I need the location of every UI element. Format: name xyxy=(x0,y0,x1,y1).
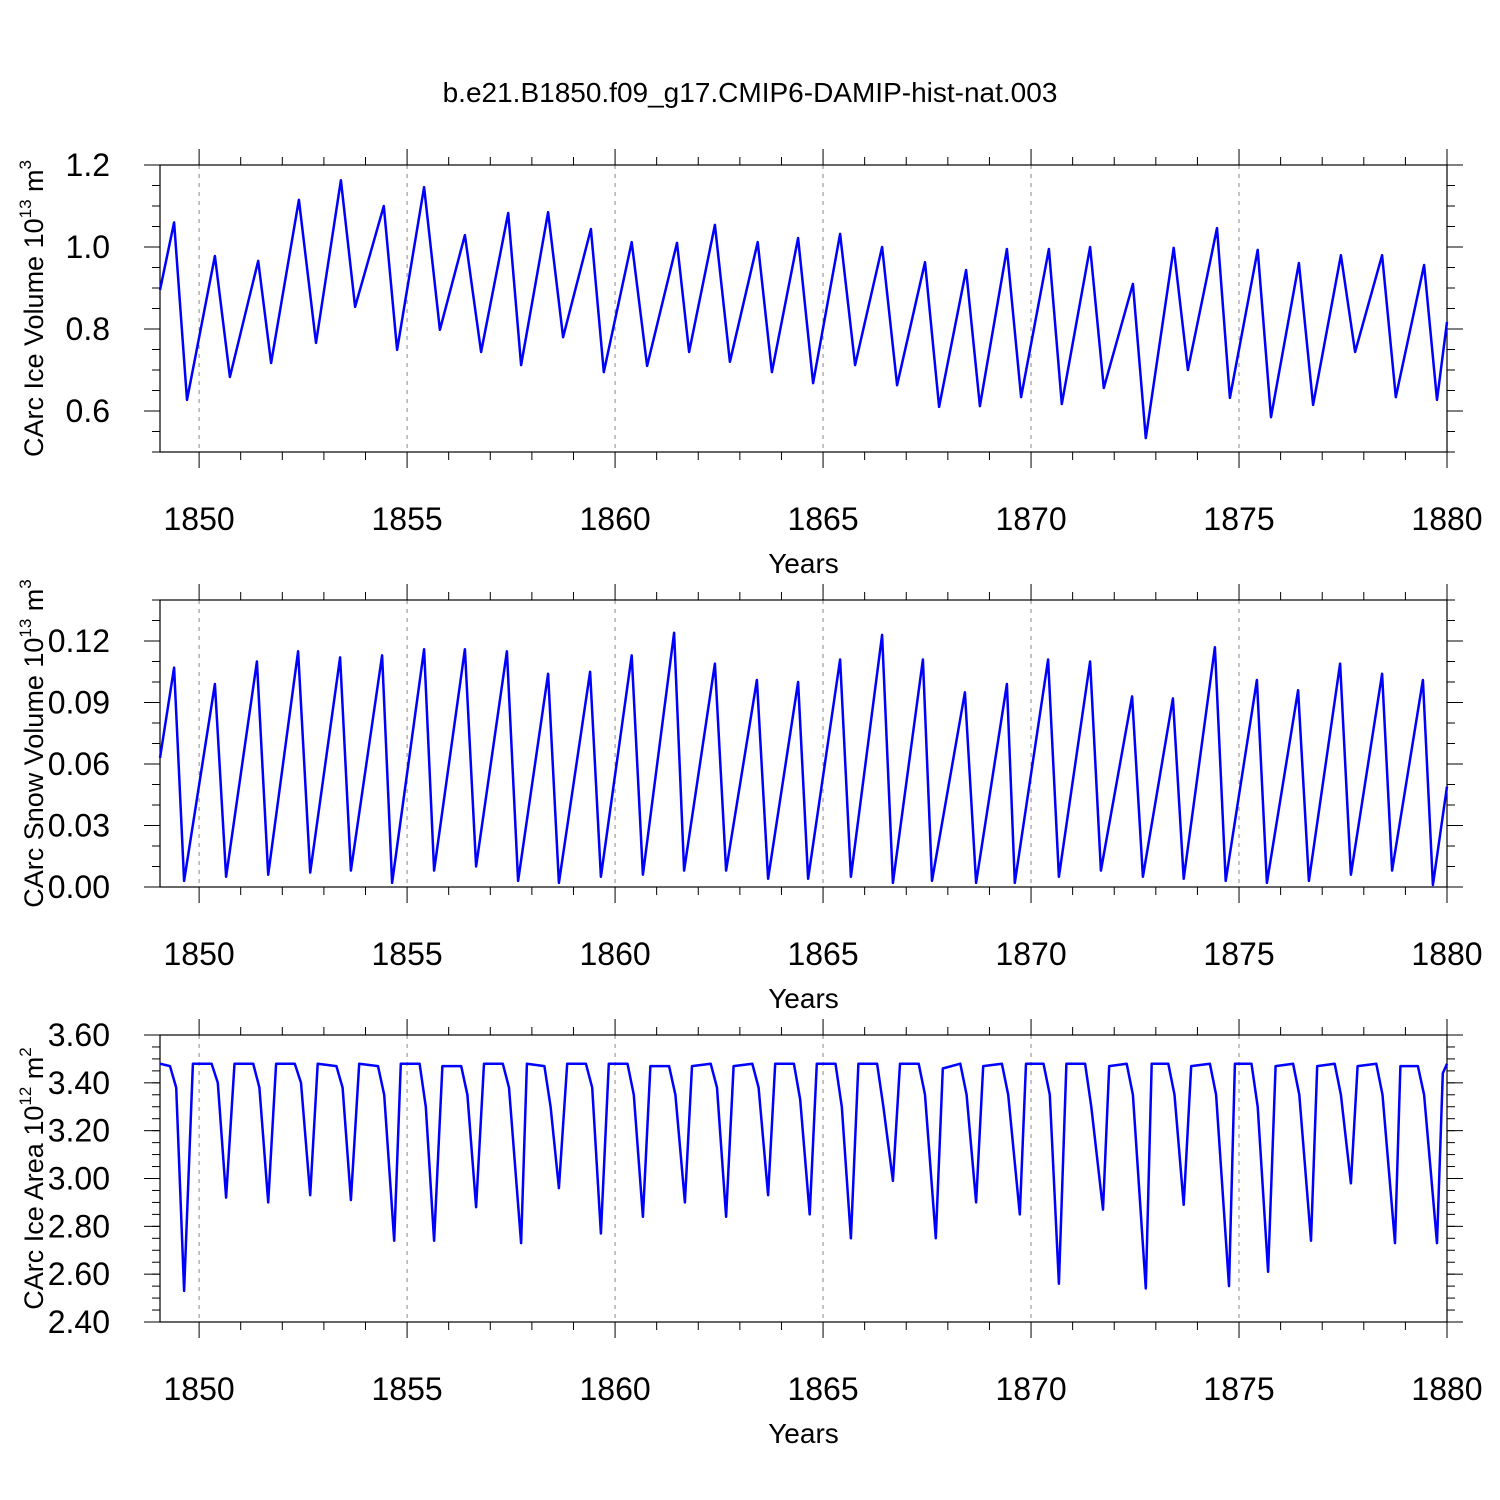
y-axis-label-superscript: 3 xyxy=(16,579,35,588)
y-tick-label: 0.09 xyxy=(48,685,110,721)
y-axis-label-text: CArc Snow Volume 10 xyxy=(19,638,49,908)
x-tick-label: 1860 xyxy=(579,501,650,537)
x-axis-label: Years xyxy=(768,1418,839,1449)
y-axis-label-text: m xyxy=(19,169,49,199)
y-axis-label-text: m xyxy=(19,589,49,619)
x-tick-label: 1870 xyxy=(995,936,1066,972)
x-tick-label: 1875 xyxy=(1203,501,1274,537)
y-axis-label-superscript: 12 xyxy=(16,1087,35,1106)
x-tick-label: 1880 xyxy=(1411,1371,1482,1407)
x-tick-label: 1870 xyxy=(995,501,1066,537)
y-tick-label: 0.8 xyxy=(66,311,110,347)
x-tick-label: 1860 xyxy=(579,936,650,972)
plot-frame xyxy=(159,1034,1448,1323)
y-axis-label-superscript: 13 xyxy=(16,619,35,638)
y-tick-label: 1.2 xyxy=(66,147,110,183)
y-axis-label-superscript: 3 xyxy=(16,160,35,169)
y-tick-label: 2.80 xyxy=(48,1208,110,1244)
x-tick-label: 1880 xyxy=(1411,936,1482,972)
x-tick-label: 1875 xyxy=(1203,1371,1274,1407)
y-axis-label: CArc Ice Area 1012 m2 xyxy=(16,1047,49,1310)
x-tick-label: 1875 xyxy=(1203,936,1274,972)
x-axis-label: Years xyxy=(768,983,839,1014)
x-tick-label: 1850 xyxy=(164,501,235,537)
y-tick-label: 0.6 xyxy=(66,393,110,429)
y-tick-label: 3.60 xyxy=(48,1017,110,1053)
x-tick-label: 1865 xyxy=(787,936,858,972)
y-tick-label: 3.20 xyxy=(48,1113,110,1149)
y-axis-label-text: m xyxy=(19,1057,49,1087)
y-axis-label: CArc Ice Volume 1013 m3 xyxy=(16,160,49,457)
x-tick-label: 1855 xyxy=(371,1371,442,1407)
panel-ice-volume: 0.6 0.8 1.0 1.2 1850 1855 1860 1865 1870 1875 1880… xyxy=(16,147,1483,579)
y-axis-label: CArc Snow Volume 1013 m3 xyxy=(16,579,49,908)
x-tick-label: 1860 xyxy=(579,1371,650,1407)
plot-frame xyxy=(159,599,1448,888)
panel-snow-volume: 0.00 0.03 0.06 0.09 0.12 1850 1855 1860 1865 1870… xyxy=(16,579,1483,1014)
y-tick-label: 2.40 xyxy=(48,1304,110,1340)
x-tick-label: 1865 xyxy=(787,501,858,537)
y-tick-label: 0.00 xyxy=(48,869,110,905)
panel-ice-area: 2.40 2.60 2.80 3.00 3.20 3.40 3.60 1850 1855 1860… xyxy=(16,1017,1483,1449)
x-tick-label: 1855 xyxy=(371,501,442,537)
y-tick-label: 0.12 xyxy=(48,623,110,659)
x-tick-label: 1850 xyxy=(164,1371,235,1407)
x-tick-label: 1855 xyxy=(371,936,442,972)
y-tick-label: 2.60 xyxy=(48,1256,110,1292)
series-line-ice-volume xyxy=(158,178,1449,440)
y-tick-label: 0.06 xyxy=(48,746,110,782)
chart-title: b.e21.B1850.f09_g17.CMIP6-DAMIP-hist-nat… xyxy=(443,77,1058,108)
y-tick-label: 3.00 xyxy=(48,1161,110,1197)
y-axis-label-text: CArc Ice Area 10 xyxy=(19,1106,49,1310)
x-axis-label: Years xyxy=(768,548,839,579)
x-tick-label: 1850 xyxy=(164,936,235,972)
y-axis-label-superscript: 13 xyxy=(16,199,35,218)
series-line-ice-area xyxy=(159,1062,1449,1293)
plot-frame xyxy=(159,164,1448,453)
series-line-snow-volume xyxy=(158,631,1449,887)
y-tick-label: 1.0 xyxy=(66,229,110,265)
x-tick-label: 1865 xyxy=(787,1371,858,1407)
y-tick-label: 0.03 xyxy=(48,808,110,844)
y-axis-label-text: CArc Ice Volume 10 xyxy=(19,218,49,457)
y-axis-label-superscript: 2 xyxy=(16,1047,35,1056)
x-tick-label: 1880 xyxy=(1411,501,1482,537)
x-tick-label: 1870 xyxy=(995,1371,1066,1407)
y-tick-label: 3.40 xyxy=(48,1065,110,1101)
